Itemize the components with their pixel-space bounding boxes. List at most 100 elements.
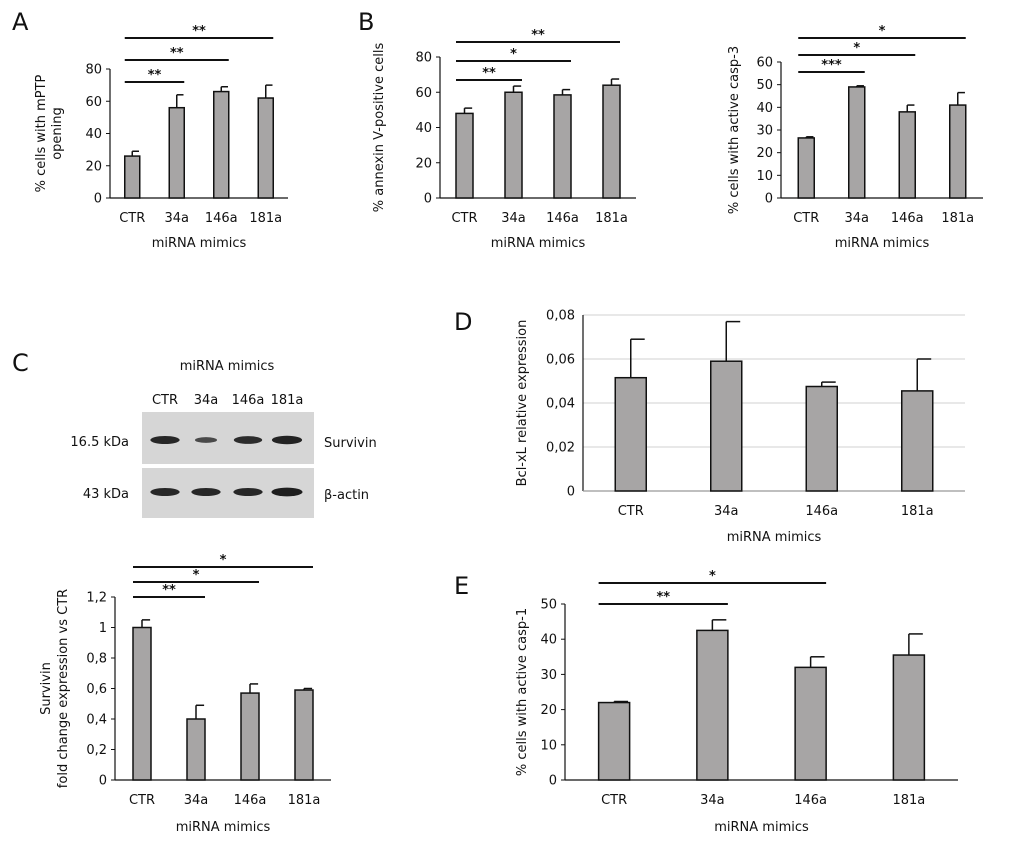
y-tick-label: 0,2	[86, 743, 107, 758]
bar	[848, 86, 866, 199]
bar	[892, 654, 926, 781]
y-tick-label: 60	[85, 95, 102, 110]
chart-casp1: 0 10 20 30 40 50 CTR 34a 146a 181a miRNA mimics % c…	[515, 569, 958, 835]
x-tick-label: 34a	[164, 211, 189, 226]
x-tick-label: 181a	[595, 211, 628, 226]
y-tick-label: 50	[756, 78, 773, 93]
x-tick-label: CTR	[601, 793, 627, 808]
x-axis-title: miRNA mimics	[835, 236, 930, 251]
y-tick-label: 50	[540, 598, 557, 613]
y-tick-label: 20	[415, 156, 432, 171]
blot-band	[191, 487, 221, 497]
significance-label: **	[482, 66, 496, 81]
y-tick-label: 80	[85, 63, 102, 78]
y-axis-title: Survivin	[39, 662, 54, 715]
significance-label: ***	[821, 58, 842, 73]
x-tick-label: CTR	[451, 211, 477, 226]
y-tick-label: 60	[756, 56, 773, 71]
blot-lane-label: 34a	[194, 393, 219, 408]
x-tick-label: 146a	[234, 793, 267, 808]
bar	[710, 360, 743, 492]
blot-lane-label: CTR	[152, 393, 178, 408]
blot-mw-label: 43 kDa	[83, 487, 129, 502]
y-tick-label: 40	[756, 101, 773, 116]
bar	[132, 626, 152, 781]
blot-mw-label: 16.5 kDa	[70, 435, 129, 450]
significance-label: *	[853, 41, 860, 56]
y-tick-label: 40	[85, 127, 102, 142]
bar	[696, 629, 729, 781]
x-tick-label: CTR	[618, 504, 644, 519]
y-tick-label: 30	[540, 668, 557, 683]
y-tick-label: 0	[94, 192, 102, 207]
x-tick-label: 34a	[700, 793, 725, 808]
y-tick-label: 20	[85, 159, 102, 174]
blot-lane-label: 181a	[271, 393, 304, 408]
blot-bands	[150, 435, 303, 497]
significance-label: **	[531, 28, 545, 43]
blot-band	[150, 487, 180, 497]
x-axis-title: miRNA mimics	[176, 820, 271, 835]
y-axis-title: fold change expression vs CTR	[56, 589, 71, 788]
blot-band	[271, 487, 303, 497]
chart-casp3: 0 10 20 30 40 50 60 CTR 34a 146a 181a miRNA mimics%…	[727, 24, 983, 251]
y-axis-title: % cells with active casp-3	[727, 46, 742, 214]
y-tick-label: 0,4	[86, 713, 107, 728]
x-tick-label: 146a	[794, 793, 827, 808]
x-tick-label: 34a	[844, 211, 869, 226]
x-tick-label: 181a	[249, 211, 282, 226]
bar	[213, 90, 230, 199]
blot-lane-label: 146a	[232, 393, 265, 408]
x-tick-label: CTR	[119, 211, 145, 226]
x-tick-label: 181a	[288, 793, 321, 808]
significance-label: *	[193, 568, 200, 583]
significance-label: **	[192, 24, 206, 39]
significance-label: *	[709, 569, 716, 584]
significance-label: *	[879, 24, 886, 39]
y-tick-label: 0,08	[546, 309, 575, 324]
y-tick-label: 1,2	[86, 591, 107, 606]
bar	[186, 718, 206, 781]
chart-survivin-fold-change: 0 0,2 0,4 0,6 0,8 1 1,2 CTR 34a 146a 181a miRNA mim…	[39, 553, 331, 835]
x-tick-label: 34a	[501, 211, 526, 226]
bar	[553, 94, 572, 199]
blot-band	[194, 437, 218, 443]
panel-label-e: E	[454, 572, 469, 600]
y-tick-label: 0,02	[546, 441, 575, 456]
bar	[455, 112, 474, 199]
bar	[257, 97, 274, 199]
blot-band	[271, 435, 303, 445]
x-tick-label: CTR	[129, 793, 155, 808]
x-tick-label: 146a	[546, 211, 579, 226]
significance-label: **	[162, 583, 176, 598]
bar	[898, 111, 916, 199]
y-tick-label: 40	[540, 633, 557, 648]
y-tick-label: 30	[756, 124, 773, 139]
y-tick-label: 0	[99, 774, 107, 789]
y-tick-label: 20	[540, 703, 557, 718]
bar	[949, 104, 967, 199]
y-tick-label: 0,06	[546, 353, 575, 368]
y-tick-label: 60	[415, 86, 432, 101]
blot-band	[233, 487, 263, 497]
y-axis-title: % annexin V-positive cells	[372, 43, 387, 213]
bar	[597, 701, 631, 781]
y-tick-label: 0	[424, 192, 432, 207]
x-tick-label: CTR	[793, 211, 819, 226]
x-tick-label: 34a	[714, 504, 739, 519]
y-axis-title: opening	[50, 107, 65, 160]
bar	[614, 376, 647, 492]
y-tick-label: 10	[540, 738, 557, 753]
x-tick-label: 181a	[941, 211, 974, 226]
panel-label-d: D	[454, 308, 472, 336]
y-tick-label: 80	[415, 51, 432, 66]
blot-title: miRNA mimics	[180, 359, 275, 374]
blot-band	[150, 435, 180, 445]
bar	[797, 137, 815, 199]
x-axis-title: miRNA mimics	[152, 236, 247, 251]
bar	[240, 692, 260, 781]
x-tick-label: 181a	[892, 793, 925, 808]
y-tick-label: 0,6	[86, 682, 107, 697]
y-tick-label: 40	[415, 121, 432, 136]
